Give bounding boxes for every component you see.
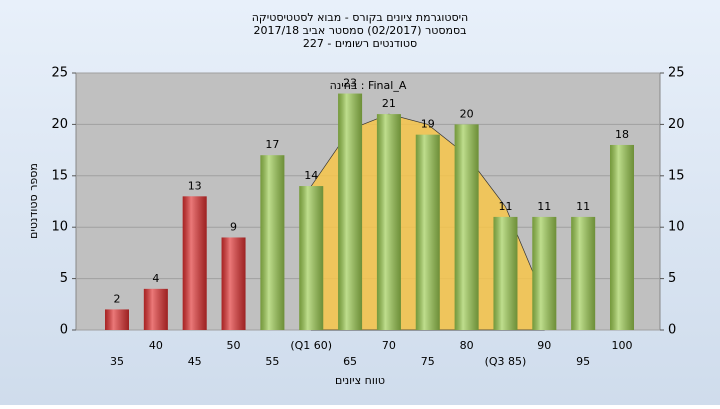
data-label: 17 — [265, 138, 279, 151]
y-axis-title: מספר סטודנטים — [27, 163, 40, 239]
annotation: בחינה : Final_A — [330, 79, 407, 92]
y2-tick-label: 0 — [668, 323, 676, 338]
y-tick-label: 25 — [51, 66, 68, 81]
data-label: 4 — [152, 272, 159, 285]
x-tick-label: 55 — [265, 355, 279, 368]
bar-shade — [182, 196, 207, 330]
y2-tick-label: 15 — [668, 168, 685, 183]
bar-shade — [571, 216, 596, 330]
x-tick-label: 45 — [188, 355, 202, 368]
x-tick-label: (Q3 85) — [485, 355, 527, 368]
y-tick-label: 5 — [60, 271, 68, 286]
data-label: 14 — [304, 169, 318, 182]
bar-shade — [415, 134, 440, 330]
x-axis-title: טווח ציונים — [335, 374, 385, 387]
x-tick-label: 80 — [460, 339, 474, 352]
chart-title: היסטוגרמת ציונים בקורס - מבוא לסטטיסטיקה — [252, 11, 468, 24]
bar-shade — [493, 216, 518, 330]
chart-subtitle: בסמסטר (02/2017) סמסטר אביב 2017/18 — [253, 24, 466, 37]
y2-tick-label: 25 — [668, 66, 685, 81]
y-tick-label: 15 — [51, 168, 68, 183]
x-tick-label: 70 — [382, 339, 396, 352]
bar-shade — [532, 216, 557, 330]
data-label: 11 — [498, 200, 512, 213]
x-tick-label: (Q1 60) — [290, 339, 332, 352]
data-label: 19 — [421, 118, 435, 131]
x-tick-label: 65 — [343, 355, 357, 368]
y-tick-label: 20 — [51, 117, 68, 132]
x-tick-label: 100 — [612, 339, 633, 352]
x-tick-label: 35 — [110, 355, 124, 368]
data-label: 13 — [188, 179, 202, 192]
data-label: 20 — [460, 107, 474, 120]
data-label: 11 — [537, 200, 551, 213]
x-tick-label: 95 — [576, 355, 590, 368]
x-tick-label: 75 — [421, 355, 435, 368]
data-label: 23 — [343, 77, 357, 90]
bar-shade — [221, 237, 246, 330]
data-label: 2 — [114, 292, 121, 305]
chart-subtitle: סטודנטים רשומים - 227 — [303, 37, 417, 50]
bar-shade — [143, 288, 168, 330]
bar-shade — [376, 114, 401, 331]
bar-shade — [299, 186, 324, 330]
y2-tick-label: 20 — [668, 117, 685, 132]
bar-shade — [105, 309, 129, 330]
bar-shade — [260, 155, 285, 330]
data-label: 9 — [230, 220, 237, 233]
data-label: 21 — [382, 97, 396, 110]
bar-shade — [338, 93, 363, 330]
x-tick-label: 90 — [537, 339, 551, 352]
data-label: 18 — [615, 128, 629, 141]
y2-tick-label: 10 — [668, 220, 685, 235]
x-tick-label: 40 — [149, 339, 163, 352]
data-label: 11 — [576, 200, 590, 213]
y-tick-label: 10 — [51, 220, 68, 235]
bar-shade — [610, 144, 634, 330]
y2-tick-label: 5 — [668, 271, 676, 286]
x-tick-label: 50 — [227, 339, 241, 352]
bar-shade — [454, 124, 479, 331]
y-tick-label: 0 — [60, 323, 68, 338]
